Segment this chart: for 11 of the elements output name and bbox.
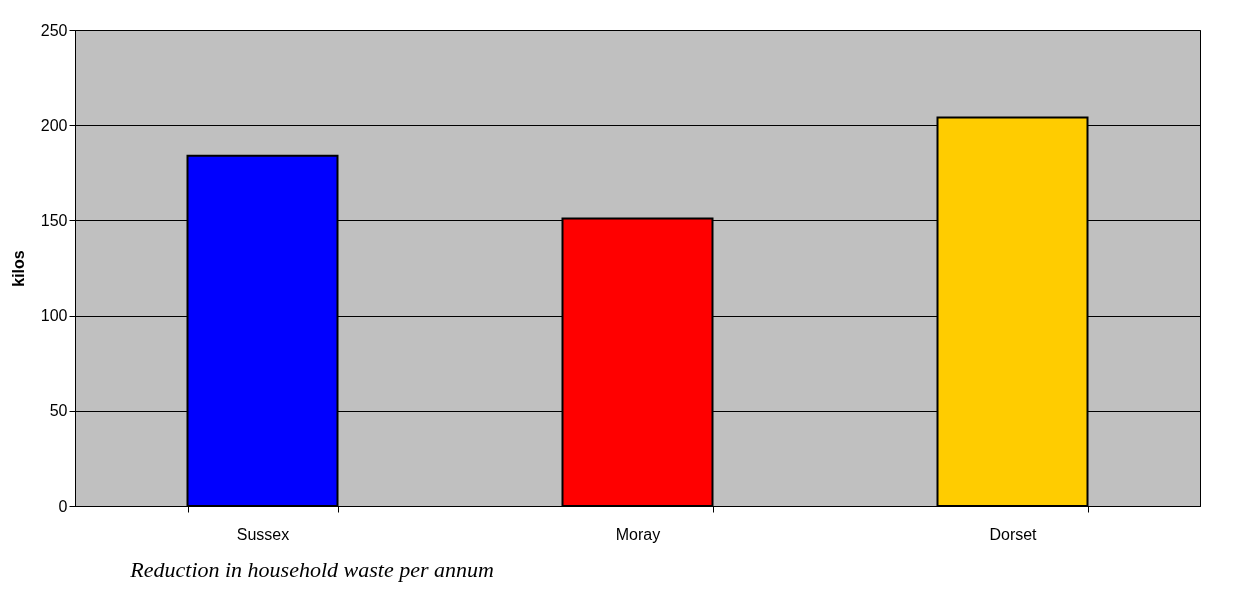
y-tick-label: 0: [58, 497, 68, 515]
y-tick-label: 200: [40, 116, 68, 134]
text: Reduction in household waste per annum: [129, 557, 494, 582]
y-tick-label: 100: [40, 307, 68, 325]
y-axis-title: kilos: [9, 250, 27, 287]
y-tick-label: 250: [40, 21, 68, 39]
y-tick-label: 50: [49, 402, 68, 420]
x-tick-label: Moray: [615, 525, 661, 543]
x-tick-label: Sussex: [236, 525, 290, 543]
x-tick-label: Dorset: [989, 525, 1038, 543]
y-tick-label: 150: [40, 211, 68, 229]
